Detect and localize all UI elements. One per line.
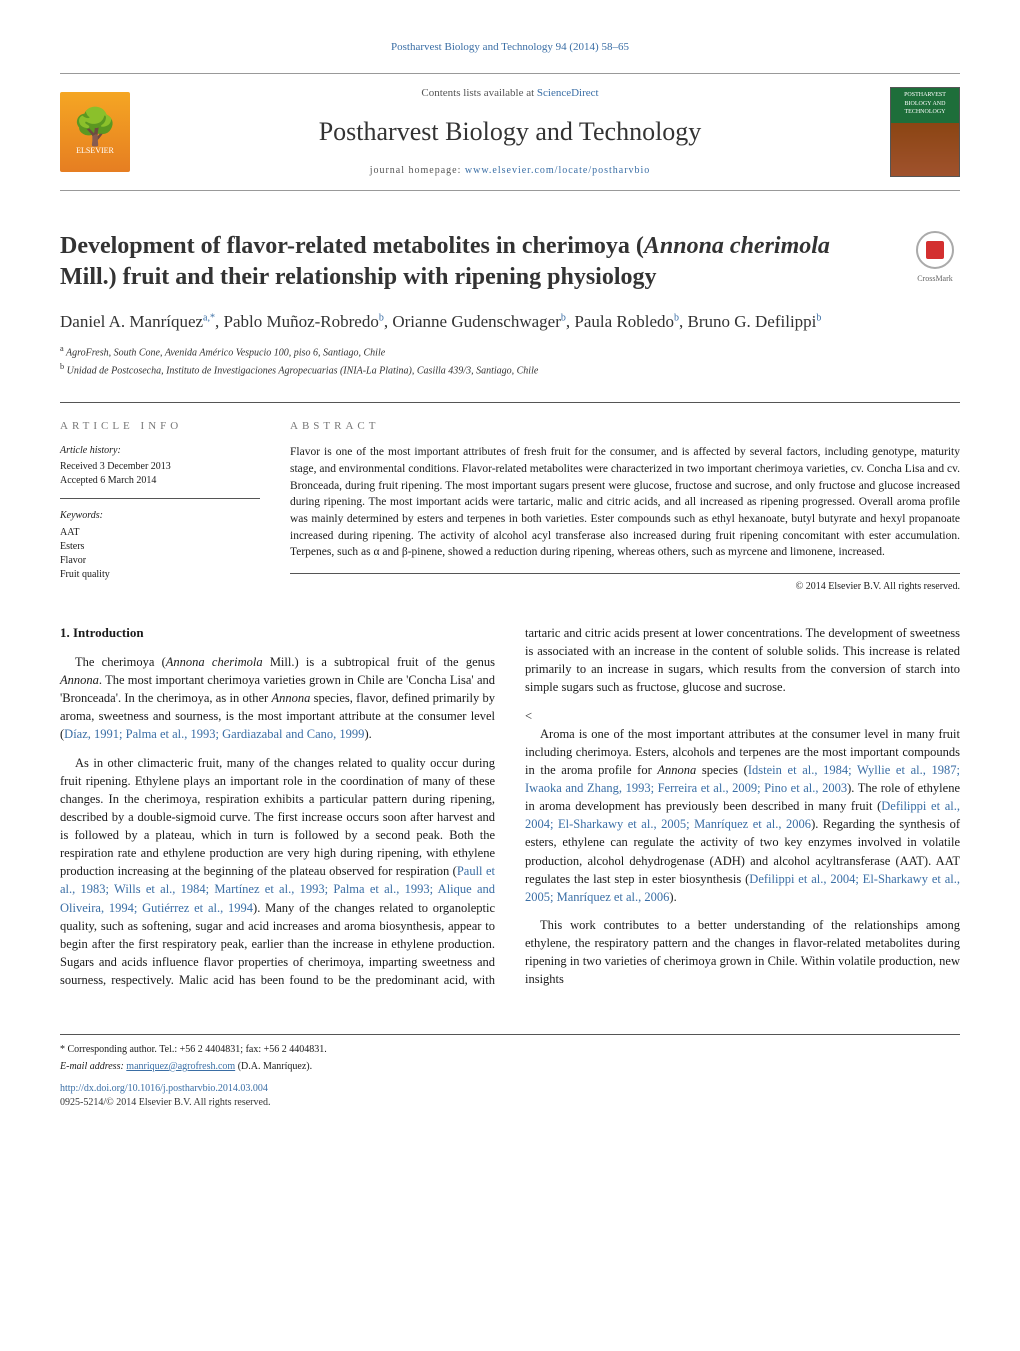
- title-part2: Mill.) fruit and their relationship with…: [60, 264, 657, 290]
- homepage-prefix: journal homepage:: [370, 165, 465, 176]
- keyword-item: Fruit quality: [60, 568, 260, 582]
- journal-name: Postharvest Biology and Technology: [130, 114, 890, 150]
- p3-text-e: ).: [669, 890, 676, 904]
- p1-species1: Annona cherimola: [166, 655, 263, 669]
- issn-copyright: 0925-5214/© 2014 Elsevier B.V. All right…: [60, 1096, 960, 1110]
- abstract-copyright: © 2014 Elsevier B.V. All rights reserved…: [290, 580, 960, 594]
- p1-text-e: ).: [364, 727, 371, 741]
- accepted-date: Accepted 6 March 2014: [60, 474, 260, 488]
- author-list: Daniel A. Manríqueza,*, Pablo Muñoz-Robr…: [60, 310, 960, 334]
- keyword-item: Flavor: [60, 554, 260, 568]
- homepage-link[interactable]: www.elsevier.com/locate/postharvbio: [465, 165, 650, 176]
- journal-header-box: 🌳 ELSEVIER Contents lists available at S…: [60, 73, 960, 191]
- elsevier-label: ELSEVIER: [76, 145, 114, 156]
- article-title: Development of flavor-related metabolite…: [60, 231, 890, 293]
- article-history-block: Article history: Received 3 December 201…: [60, 444, 260, 499]
- crossmark-badge[interactable]: CrossMark: [910, 231, 960, 284]
- email-line: E-mail address: manriquez@agrofresh.com …: [60, 1060, 960, 1074]
- title-species: Annona cherimola: [644, 233, 830, 259]
- p1-citation[interactable]: Díaz, 1991; Palma et al., 1993; Gardiaza…: [64, 727, 364, 741]
- email-label: E-mail address:: [60, 1061, 126, 1072]
- info-abstract-row: article info Article history: Received 3…: [60, 419, 960, 594]
- p1-genus2: Annona: [271, 691, 310, 705]
- article-info-label: article info: [60, 419, 260, 434]
- homepage-line: journal homepage: www.elsevier.com/locat…: [130, 164, 890, 178]
- crossmark-icon: [916, 231, 954, 269]
- intro-heading: 1. Introduction: [60, 624, 495, 643]
- intro-para-1: The cherimoya (Annona cherimola Mill.) i…: [60, 653, 495, 744]
- crossmark-label: CrossMark: [910, 273, 960, 284]
- elsevier-tree-icon: 🌳: [73, 109, 118, 145]
- keyword-item: AAT: [60, 526, 260, 540]
- abstract-text: Flavor is one of the most important attr…: [290, 444, 960, 574]
- intro-para-4: This work contributes to a better unders…: [525, 916, 960, 989]
- keyword-item: Esters: [60, 540, 260, 554]
- p1-text-b: Mill.) is a subtropical fruit of the gen…: [263, 655, 495, 669]
- journal-cover-thumbnail: POSTHARVEST BIOLOGY AND TECHNOLOGY: [890, 87, 960, 177]
- p1-text-a: The cherimoya (: [75, 655, 166, 669]
- p2-text-a: As in other climacteric fruit, many of t…: [60, 756, 495, 879]
- body-columns: 1. Introduction The cherimoya (Annona ch…: [60, 624, 960, 994]
- article-info-sidebar: article info Article history: Received 3…: [60, 419, 260, 594]
- p3-text-b: species (: [696, 763, 748, 777]
- header-center: Contents lists available at ScienceDirec…: [130, 86, 890, 178]
- divider-top: [60, 402, 960, 403]
- abstract-label: abstract: [290, 419, 960, 434]
- contents-available-line: Contents lists available at ScienceDirec…: [130, 86, 890, 101]
- doi-link[interactable]: http://dx.doi.org/10.1016/j.postharvbio.…: [60, 1082, 960, 1096]
- p3-genus: Annona: [657, 763, 696, 777]
- abstract-column: abstract Flavor is one of the most impor…: [290, 419, 960, 594]
- affiliations: a AgroFresh, South Cone, Avenida Américo…: [60, 343, 960, 378]
- email-suffix: (D.A. Manríquez).: [235, 1061, 312, 1072]
- history-label: Article history:: [60, 444, 260, 458]
- running-header: Postharvest Biology and Technology 94 (2…: [60, 40, 960, 55]
- keywords-block: Keywords: AATEstersFlavorFruit quality: [60, 509, 260, 582]
- p1-genus1: Annona: [60, 673, 99, 687]
- title-part1: Development of flavor-related metabolite…: [60, 233, 644, 259]
- elsevier-logo: 🌳 ELSEVIER: [60, 92, 130, 172]
- title-row: Development of flavor-related metabolite…: [60, 231, 960, 293]
- received-date: Received 3 December 2013: [60, 460, 260, 474]
- footer-block: * Corresponding author. Tel.: +56 2 4404…: [60, 1034, 960, 1110]
- corresponding-author: * Corresponding author. Tel.: +56 2 4404…: [60, 1043, 960, 1057]
- intro-para-3: Aroma is one of the most important attri…: [525, 725, 960, 906]
- sciencedirect-link[interactable]: ScienceDirect: [537, 87, 599, 99]
- email-link[interactable]: manriquez@agrofresh.com: [126, 1061, 235, 1072]
- keywords-label: Keywords:: [60, 509, 260, 523]
- contents-prefix: Contents lists available at: [421, 87, 536, 99]
